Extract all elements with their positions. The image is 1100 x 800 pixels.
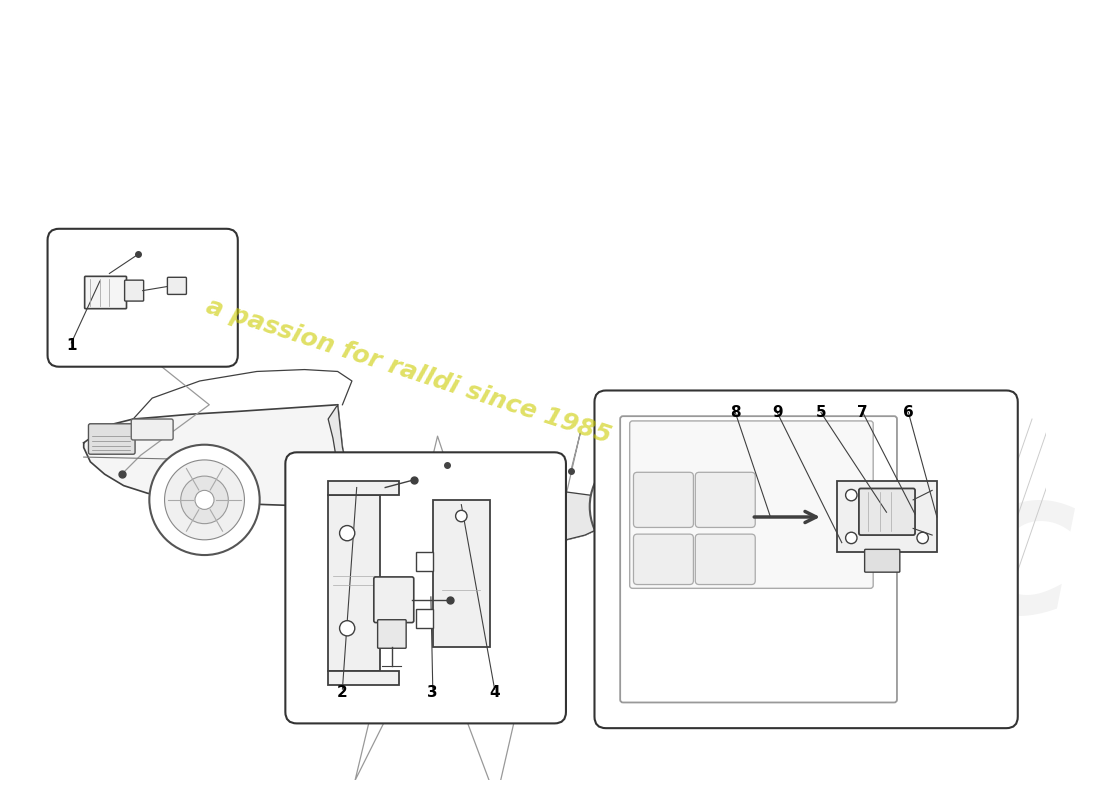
Circle shape bbox=[590, 450, 704, 564]
Polygon shape bbox=[328, 671, 399, 686]
FancyBboxPatch shape bbox=[377, 620, 406, 648]
Text: since 1985: since 1985 bbox=[779, 442, 933, 492]
FancyBboxPatch shape bbox=[124, 280, 144, 301]
Polygon shape bbox=[328, 495, 381, 671]
FancyBboxPatch shape bbox=[594, 390, 1018, 728]
FancyBboxPatch shape bbox=[695, 472, 756, 527]
Polygon shape bbox=[837, 481, 937, 552]
Circle shape bbox=[195, 490, 214, 510]
FancyBboxPatch shape bbox=[634, 472, 693, 527]
FancyBboxPatch shape bbox=[629, 421, 873, 588]
Circle shape bbox=[917, 532, 928, 544]
FancyBboxPatch shape bbox=[88, 424, 135, 454]
FancyBboxPatch shape bbox=[85, 276, 126, 309]
Circle shape bbox=[150, 445, 260, 555]
Polygon shape bbox=[366, 484, 632, 550]
Polygon shape bbox=[416, 610, 432, 628]
Circle shape bbox=[846, 490, 857, 501]
Polygon shape bbox=[328, 481, 399, 495]
Polygon shape bbox=[328, 405, 390, 541]
Circle shape bbox=[180, 476, 229, 524]
Circle shape bbox=[455, 510, 468, 522]
Text: 6: 6 bbox=[903, 405, 914, 420]
Circle shape bbox=[621, 481, 672, 532]
FancyBboxPatch shape bbox=[634, 534, 693, 585]
Polygon shape bbox=[416, 552, 432, 571]
Text: 9: 9 bbox=[772, 405, 782, 420]
FancyBboxPatch shape bbox=[695, 534, 756, 585]
FancyBboxPatch shape bbox=[167, 278, 186, 294]
Text: 1: 1 bbox=[67, 338, 77, 353]
Text: a passion for ralldi since 1985: a passion for ralldi since 1985 bbox=[204, 294, 615, 449]
Text: 8: 8 bbox=[730, 405, 740, 420]
Text: 4: 4 bbox=[490, 685, 499, 700]
Circle shape bbox=[605, 465, 689, 548]
Polygon shape bbox=[84, 405, 826, 550]
Text: 5: 5 bbox=[815, 405, 826, 420]
Circle shape bbox=[340, 526, 355, 541]
Text: EPC: EPC bbox=[749, 497, 1077, 646]
FancyBboxPatch shape bbox=[859, 489, 915, 535]
FancyBboxPatch shape bbox=[374, 577, 414, 622]
FancyBboxPatch shape bbox=[285, 452, 566, 723]
FancyBboxPatch shape bbox=[47, 229, 238, 366]
FancyBboxPatch shape bbox=[131, 419, 173, 440]
Text: 7: 7 bbox=[857, 405, 868, 420]
Polygon shape bbox=[432, 500, 490, 647]
Circle shape bbox=[846, 532, 857, 544]
FancyBboxPatch shape bbox=[865, 550, 900, 572]
Circle shape bbox=[636, 496, 658, 517]
Text: 2: 2 bbox=[337, 685, 348, 700]
Text: 3: 3 bbox=[428, 685, 438, 700]
Circle shape bbox=[340, 621, 355, 636]
Circle shape bbox=[165, 460, 244, 540]
